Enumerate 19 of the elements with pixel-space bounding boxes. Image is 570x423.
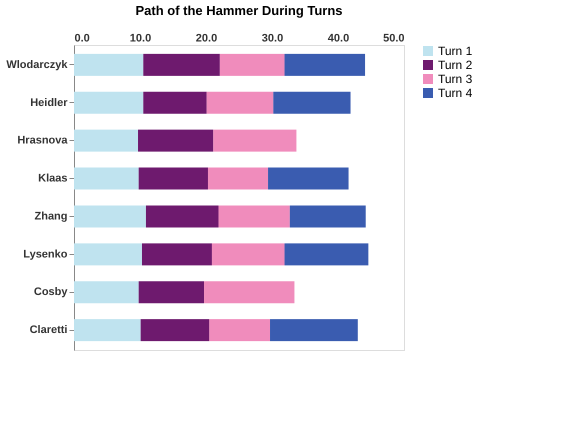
- legend-label: Turn 4: [438, 86, 473, 100]
- x-tick-label: 50.0: [383, 32, 404, 44]
- y-tick-label: Cosby: [34, 286, 68, 298]
- y-tick-label: Heidler: [30, 96, 68, 109]
- y-tick-label: Claretti: [30, 324, 68, 336]
- y-tick-label: Klaas: [38, 172, 68, 185]
- x-tick-label: 0.0: [74, 32, 90, 44]
- x-tick-label: 30.0: [262, 32, 284, 44]
- legend-label: Turn 2: [438, 58, 473, 72]
- y-tick-label: Lysenko: [23, 248, 68, 260]
- legend-label: Turn 1: [438, 44, 473, 58]
- x-tick-label: 40.0: [328, 32, 350, 44]
- x-tick-label: 20.0: [196, 32, 218, 44]
- y-tick-label: Wlodarczyk: [6, 58, 68, 71]
- legend-label: Turn 3: [438, 72, 473, 86]
- y-tick-label: Hrasnova: [17, 134, 68, 147]
- y-tick-label: Zhang: [34, 210, 68, 222]
- x-tick-label: 10.0: [130, 32, 152, 44]
- chart-title: Path of the Hammer During Turns: [135, 3, 343, 18]
